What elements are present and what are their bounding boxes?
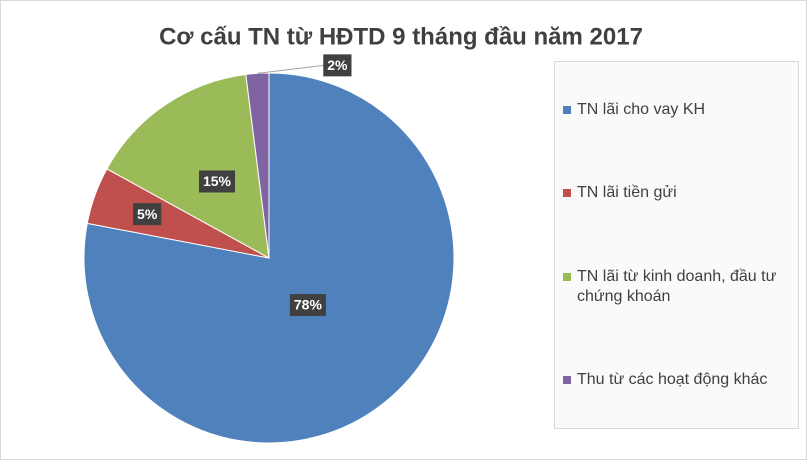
pie-slice <box>245 72 270 259</box>
data-label-box <box>289 294 326 317</box>
data-label-text: 2% <box>327 57 348 73</box>
data-label: 5% <box>133 203 162 226</box>
legend-swatch <box>563 189 571 198</box>
legend-item: TN lãi từ kinh doanh, đầu tư chứng khoán <box>555 267 798 307</box>
legend-swatch <box>563 376 571 385</box>
legend-item: TN lãi tiền gửi <box>555 183 798 203</box>
legend-label: TN lãi từ kinh doanh, đầu tư chứng khoán <box>577 267 777 305</box>
legend-item: TN lãi cho vay KH <box>555 100 798 120</box>
leader-line <box>257 64 324 74</box>
legend-swatch <box>563 272 571 281</box>
data-label: 78% <box>289 294 326 317</box>
pie-slice <box>106 73 270 259</box>
data-label-text: 78% <box>294 297 323 313</box>
legend-label: Thu từ các hoạt động khác <box>577 371 768 389</box>
chart-title: Cơ cấu TN từ HĐTD 9 tháng đầu năm 2017 <box>159 23 643 50</box>
legend-item: Thu từ các hoạt động khác <box>555 370 798 390</box>
data-label-box <box>323 54 352 77</box>
data-label-text: 15% <box>203 173 232 189</box>
data-label: 15% <box>198 170 236 193</box>
data-label: 2% <box>323 54 352 77</box>
legend-swatch <box>563 105 571 114</box>
data-label-text: 5% <box>137 206 158 222</box>
pie-slice <box>83 72 455 444</box>
legend-label: TN lãi tiền gửi <box>577 184 677 202</box>
data-label-box <box>133 203 162 226</box>
legend: TN lãi cho vay KH TN lãi tiền gửi TN lãi t… <box>554 61 799 429</box>
legend-label: TN lãi cho vay KH <box>577 100 706 118</box>
data-label-box <box>198 170 236 193</box>
